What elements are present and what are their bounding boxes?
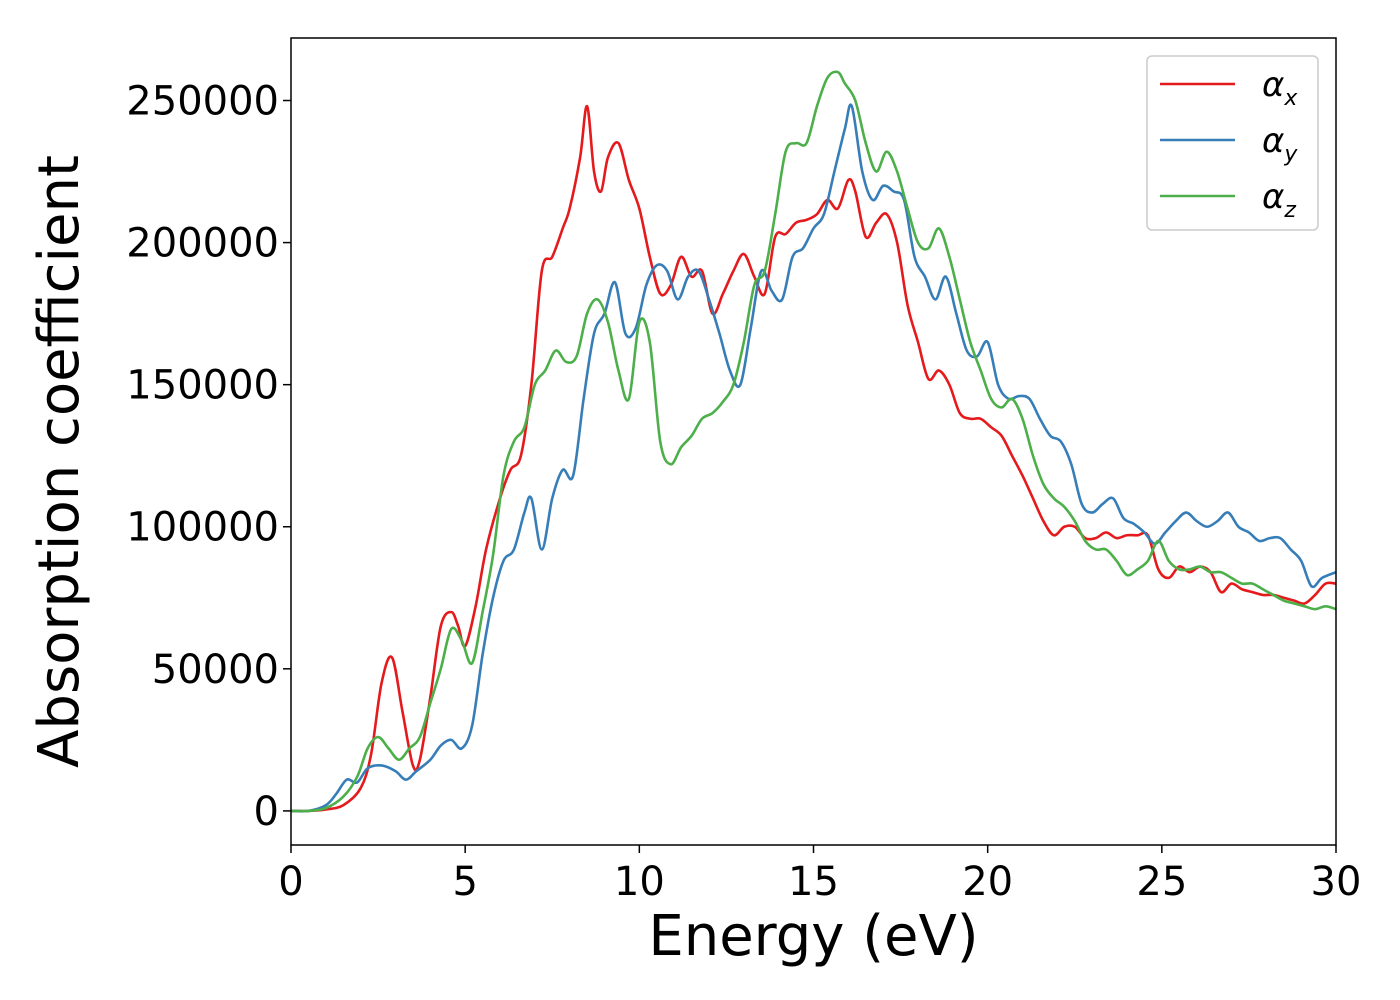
legend: αx αy αz — [1146, 55, 1319, 231]
x-tick-label: 0 — [278, 859, 303, 905]
y-axis-label: Absorption coefficient — [27, 155, 92, 768]
series-line-x — [291, 104, 1336, 813]
legend-label-y: αy — [1262, 121, 1298, 167]
x-tick-label: 5 — [452, 859, 477, 905]
y-tick-label: 100000 — [126, 505, 279, 551]
legend-label-z: αz — [1262, 177, 1296, 223]
series-line-z — [291, 70, 1336, 813]
x-tick-label: 20 — [962, 859, 1013, 905]
series-line-y — [291, 103, 1336, 813]
series-lines — [291, 70, 1336, 813]
y-tick-label: 250000 — [126, 79, 279, 125]
y-tick-label: 50000 — [152, 647, 279, 693]
y-tick-label: 200000 — [126, 221, 279, 267]
x-tick-label: 30 — [1311, 859, 1362, 905]
legend-label-x: αx — [1262, 65, 1298, 111]
x-axis-label: Energy (eV) — [648, 904, 978, 969]
axis-ticks: 0 5 10 15 20 25 30 0 50000 100000 150000 200000 2500… — [126, 79, 1361, 905]
x-tick-label: 15 — [788, 859, 839, 905]
y-tick-label: 150000 — [126, 363, 279, 409]
legend-box — [1146, 55, 1319, 231]
y-tick-label: 0 — [254, 789, 279, 835]
x-tick-label: 25 — [1136, 859, 1187, 905]
x-tick-label: 10 — [614, 859, 665, 905]
